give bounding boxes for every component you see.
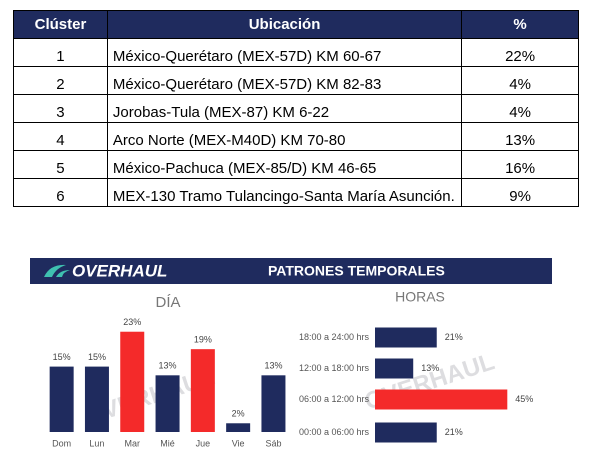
value-label: 21% [445,332,463,342]
table-cell: 4% [461,94,579,123]
table-cell: 9% [461,178,579,207]
bar [375,422,437,443]
bar [190,349,215,432]
value-label: 13% [421,363,439,373]
table-cell: 1 [13,38,108,67]
header-cell: Clúster [13,10,108,39]
bar [375,327,437,348]
table-row: 2 México-Querétaro (MEX-57D) KM 82-83 4% [13,66,579,95]
x-tick-label: Mar [125,438,141,448]
logo-text: OVERHAUL [72,261,167,280]
x-tick-label: Sáb [265,438,281,448]
chart-title: DÍA [155,294,180,311]
table-cell: 13% [461,122,579,151]
bar [375,358,414,379]
bar [155,375,180,432]
x-tick-label: Lun [89,438,104,448]
cluster-table: Clúster Ubicación % 1 México-Querétaro (M… [13,10,579,207]
table-cell: MEX-130 Tramo Tulancingo-Santa María Asu… [106,178,463,207]
bar [261,375,286,432]
bar [120,331,145,432]
banner [30,258,552,284]
value-label: 23% [123,317,141,327]
table-body: 1 México-Querétaro (MEX-57D) KM 60-67 22% 2… [13,38,579,207]
bar [49,366,74,432]
value-label: 45% [515,394,533,404]
value-label: 15% [88,352,106,362]
x-tick-label: Vie [232,438,245,448]
header-row: Clúster Ubicación % [13,10,579,39]
table-cell: Arco Norte (MEX-M40D) KM 70-80 [106,122,463,151]
table-cell: 4% [461,66,579,95]
y-tick-label: 00:00 a 06:00 hrs [299,427,370,437]
table-cell: Jorobas-Tula (MEX-87) KM 6-22 [106,94,463,123]
table-row: 6 MEX-130 Tramo Tulancingo-Santa María As… [13,178,579,207]
value-label: 15% [53,352,71,362]
logo-icon [44,264,70,277]
x-tick-label: Mié [160,438,175,448]
table-cell: 5 [13,150,108,179]
value-label: 2% [232,409,245,419]
table-row: 1 México-Querétaro (MEX-57D) KM 60-67 22% [13,38,579,67]
value-label: 13% [159,361,177,371]
y-tick-label: 18:00 a 24:00 hrs [299,332,370,342]
table-cell: 16% [461,150,579,179]
y-tick-label: 06:00 a 12:00 hrs [299,394,370,404]
x-tick-label: Jue [196,438,211,448]
table-row: 5 México-Pachuca (MEX-85/D) KM 46-65 16% [13,150,579,179]
table-row: 3 Jorobas-Tula (MEX-87) KM 6-22 4% [13,94,579,123]
chart-title: HORAS [395,289,445,305]
table-cell: 6 [13,178,108,207]
banner-title: PATRONES TEMPORALES [268,263,445,279]
y-tick-label: 12:00 a 18:00 hrs [299,363,370,373]
table-cell: 2 [13,66,108,95]
value-label: 19% [194,335,212,345]
x-tick-label: Dom [52,438,71,448]
table-cell: México-Querétaro (MEX-57D) KM 82-83 [106,66,463,95]
table-cell: México-Pachuca (MEX-85/D) KM 46-65 [106,150,463,179]
bar [226,423,251,432]
value-label: 13% [264,361,282,371]
bar [84,366,109,432]
value-label: 21% [445,427,463,437]
table-cell: 22% [461,38,579,67]
bar [375,389,508,410]
table-row: 4 Arco Norte (MEX-M40D) KM 70-80 13% [13,122,579,151]
